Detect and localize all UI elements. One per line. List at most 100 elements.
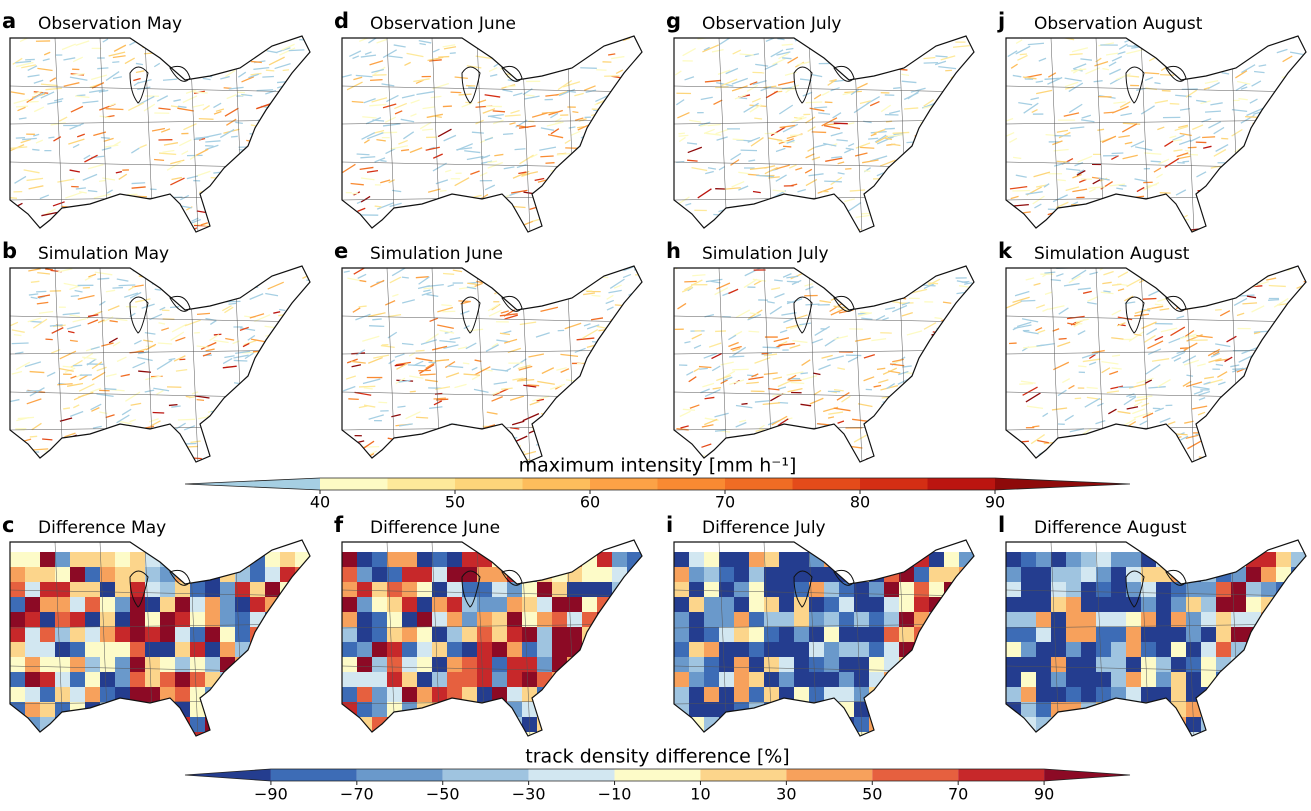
storm-track bbox=[864, 251, 877, 255]
storm-track bbox=[1046, 452, 1056, 454]
storm-track bbox=[209, 58, 225, 61]
density-cell bbox=[1291, 657, 1307, 673]
density-cell bbox=[417, 642, 433, 658]
storm-track bbox=[1217, 274, 1230, 283]
density-cell bbox=[537, 687, 553, 703]
storm-track bbox=[280, 218, 294, 225]
storm-track bbox=[946, 440, 955, 443]
storm-track bbox=[609, 342, 618, 348]
storm-track bbox=[1008, 21, 1022, 29]
storm-track bbox=[153, 449, 167, 450]
storm-track bbox=[1279, 164, 1284, 167]
density-cell bbox=[749, 672, 765, 688]
density-cell bbox=[1291, 582, 1307, 598]
density-cell bbox=[1081, 687, 1097, 703]
storm-track bbox=[1162, 91, 1171, 92]
density-cell bbox=[1171, 657, 1187, 673]
storm-track bbox=[803, 40, 818, 41]
storm-track bbox=[920, 168, 930, 173]
storm-track bbox=[550, 210, 558, 211]
density-cell bbox=[25, 642, 41, 658]
density-cell bbox=[1171, 672, 1187, 688]
panel-title: Difference May bbox=[38, 518, 166, 538]
density-cell bbox=[612, 657, 628, 673]
density-cell bbox=[280, 612, 296, 628]
storm-track bbox=[699, 368, 708, 369]
storm-track bbox=[229, 279, 242, 280]
storm-track bbox=[419, 442, 429, 447]
density-cell bbox=[265, 552, 281, 568]
storm-track bbox=[252, 210, 260, 213]
density-cell bbox=[70, 627, 86, 643]
storm-track bbox=[1108, 430, 1117, 432]
density-cell bbox=[582, 597, 598, 613]
storm-track bbox=[1265, 189, 1278, 195]
storm-track bbox=[845, 169, 851, 170]
density-cell bbox=[357, 702, 373, 718]
density-cell bbox=[944, 627, 960, 643]
storm-track bbox=[884, 179, 895, 185]
storm-track bbox=[1292, 367, 1304, 370]
storm-track bbox=[784, 452, 799, 453]
density-cell bbox=[749, 702, 765, 718]
storm-track bbox=[1209, 198, 1222, 205]
storm-track bbox=[1301, 140, 1311, 141]
density-cell bbox=[959, 597, 975, 613]
density-cell bbox=[764, 612, 780, 628]
storm-track bbox=[939, 441, 953, 443]
storm-track bbox=[973, 308, 989, 310]
panel-title: Simulation May bbox=[38, 244, 169, 264]
storm-track bbox=[1255, 270, 1262, 271]
storm-track bbox=[296, 298, 307, 300]
density-cell bbox=[100, 627, 116, 643]
storm-track bbox=[1267, 193, 1275, 198]
density-cell bbox=[1096, 612, 1112, 628]
storm-track bbox=[560, 57, 570, 63]
storm-track bbox=[620, 379, 631, 385]
storm-track bbox=[892, 218, 903, 224]
density-cell bbox=[160, 732, 176, 748]
density-cell bbox=[1021, 672, 1037, 688]
storm-track bbox=[287, 332, 301, 338]
storm-track bbox=[939, 28, 954, 38]
density-cell bbox=[1051, 612, 1067, 628]
storm-track bbox=[1070, 444, 1080, 446]
storm-track bbox=[1140, 270, 1146, 273]
storm-track bbox=[291, 160, 308, 161]
storm-track bbox=[618, 329, 632, 332]
density-cell bbox=[85, 582, 101, 598]
storm-track bbox=[529, 289, 540, 291]
density-cell bbox=[1291, 687, 1307, 703]
storm-track bbox=[596, 410, 607, 416]
density-cell bbox=[447, 657, 463, 673]
storm-track bbox=[1282, 371, 1295, 375]
panel-letter: c bbox=[2, 513, 14, 537]
density-cell bbox=[689, 597, 705, 613]
density-cell bbox=[1141, 612, 1157, 628]
density-cell bbox=[1261, 717, 1277, 733]
density-cell bbox=[944, 657, 960, 673]
storm-track bbox=[524, 66, 541, 67]
density-cell bbox=[265, 732, 281, 748]
storm-track bbox=[1013, 21, 1019, 23]
density-cell bbox=[130, 552, 146, 568]
storm-track bbox=[98, 201, 110, 205]
density-cell bbox=[357, 552, 373, 568]
density-cell bbox=[402, 717, 418, 733]
density-cell bbox=[507, 612, 523, 628]
storm-track bbox=[540, 156, 553, 157]
storm-track bbox=[941, 431, 948, 432]
density-cell bbox=[719, 687, 735, 703]
storm-track bbox=[431, 230, 446, 231]
density-cell bbox=[522, 672, 538, 688]
storm-track bbox=[169, 405, 178, 406]
storm-track bbox=[301, 24, 308, 25]
storm-track bbox=[1247, 196, 1253, 198]
map-content bbox=[674, 522, 975, 748]
storm-track bbox=[1208, 228, 1216, 230]
storm-track bbox=[168, 436, 179, 438]
storm-track bbox=[306, 230, 322, 232]
storm-track bbox=[685, 27, 698, 34]
storm-track bbox=[462, 211, 472, 212]
colorbar-tick-label: 80 bbox=[850, 493, 870, 512]
